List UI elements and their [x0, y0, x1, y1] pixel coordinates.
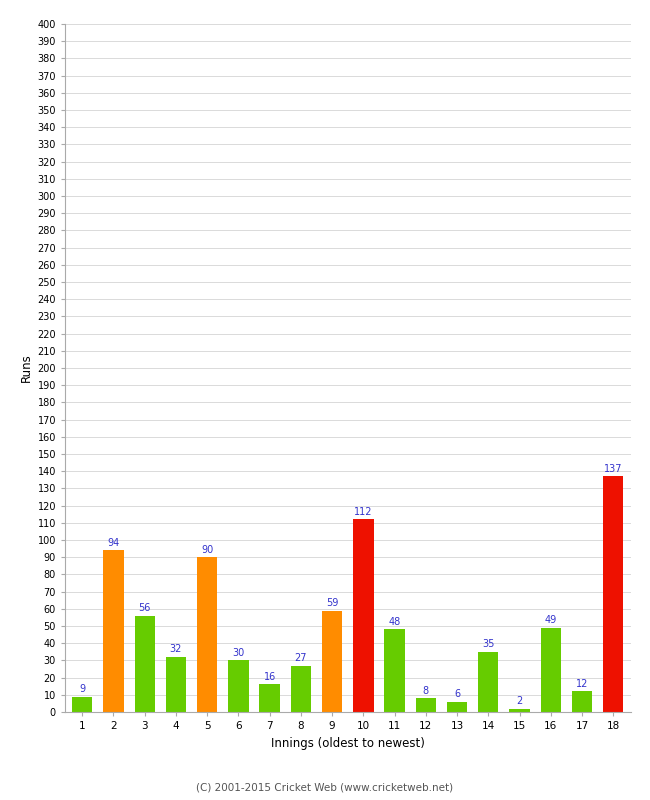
X-axis label: Innings (oldest to newest): Innings (oldest to newest) [271, 737, 424, 750]
Bar [228, 661, 248, 712]
Text: (C) 2001-2015 Cricket Web (www.cricketweb.net): (C) 2001-2015 Cricket Web (www.cricketwe… [196, 782, 454, 792]
Text: 12: 12 [576, 678, 588, 689]
Text: 94: 94 [107, 538, 120, 548]
Bar [135, 616, 155, 712]
Bar [353, 519, 374, 712]
Text: 30: 30 [232, 648, 244, 658]
Text: 9: 9 [79, 684, 85, 694]
Text: 90: 90 [201, 545, 213, 554]
Bar [478, 652, 499, 712]
Bar [603, 476, 623, 712]
Text: 49: 49 [545, 615, 557, 625]
Bar [166, 657, 186, 712]
Text: 59: 59 [326, 598, 338, 608]
Text: 32: 32 [170, 644, 182, 654]
Text: 56: 56 [138, 603, 151, 613]
Bar [384, 630, 405, 712]
Bar [416, 698, 436, 712]
Bar [259, 685, 280, 712]
Bar [197, 557, 217, 712]
Text: 8: 8 [422, 686, 429, 696]
Bar [291, 666, 311, 712]
Y-axis label: Runs: Runs [20, 354, 33, 382]
Bar [447, 702, 467, 712]
Bar [322, 610, 343, 712]
Bar [541, 628, 561, 712]
Bar [572, 691, 592, 712]
Bar [103, 550, 124, 712]
Text: 6: 6 [454, 689, 460, 699]
Bar [510, 709, 530, 712]
Text: 27: 27 [294, 653, 307, 663]
Text: 48: 48 [389, 617, 401, 627]
Bar [72, 697, 92, 712]
Text: 137: 137 [604, 464, 623, 474]
Text: 112: 112 [354, 506, 372, 517]
Text: 35: 35 [482, 639, 495, 650]
Text: 2: 2 [517, 696, 523, 706]
Text: 16: 16 [263, 672, 276, 682]
